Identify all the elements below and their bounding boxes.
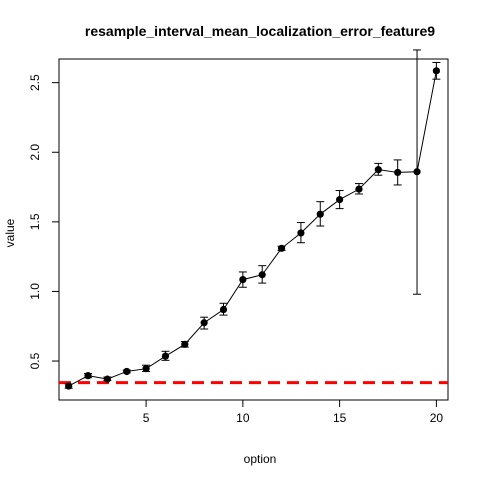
x-tick-label: 5 — [143, 411, 150, 425]
data-point — [123, 367, 131, 376]
data-point — [413, 168, 421, 176]
data-point — [181, 340, 189, 348]
data-point — [316, 210, 324, 218]
y-tick-label: 2.0 — [28, 144, 42, 161]
y-axis: 0.5 1.0 1.5 2.0 2.5 — [28, 74, 59, 369]
data-point — [277, 244, 286, 252]
data-point — [374, 166, 382, 174]
y-tick-label: 0.5 — [28, 352, 42, 369]
data-point — [142, 365, 150, 373]
x-axis-label: option — [244, 452, 277, 466]
data-point — [219, 305, 228, 314]
y-tick-label: 2.5 — [28, 74, 42, 91]
data-point — [84, 372, 92, 380]
data-point — [394, 168, 402, 177]
y-axis-label: value — [3, 218, 17, 247]
data-point — [432, 67, 440, 75]
y-tick-label: 1.0 — [28, 283, 42, 300]
data-point — [200, 319, 208, 327]
data-point — [258, 271, 266, 279]
x-tick-label: 15 — [333, 411, 347, 425]
chart-title: resample_interval_mean_localization_erro… — [85, 23, 435, 39]
data-point — [65, 382, 73, 390]
x-axis: 5 10 15 20 — [143, 400, 444, 425]
data-point — [103, 375, 111, 383]
data-point — [297, 229, 305, 237]
data-point — [355, 185, 363, 193]
x-tick-label: 20 — [430, 411, 444, 425]
data-point — [161, 352, 170, 360]
data-point — [239, 276, 247, 284]
y-tick-label: 1.5 — [28, 213, 42, 230]
x-tick-label: 10 — [236, 411, 250, 425]
series-layer — [64, 49, 441, 390]
series-line — [68, 70, 437, 387]
plot-frame — [58, 58, 449, 401]
data-point — [336, 195, 344, 204]
